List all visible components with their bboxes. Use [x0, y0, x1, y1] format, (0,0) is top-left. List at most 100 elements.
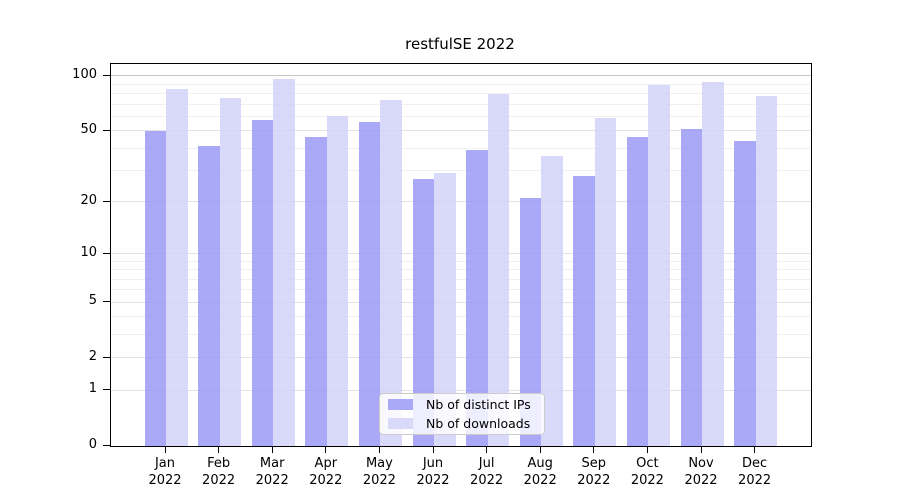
x-tick-label-apr: Apr 2022 [286, 455, 366, 489]
bar-ips-aug [519, 198, 542, 446]
y-tick-mark [103, 74, 110, 76]
major-gridline [111, 301, 811, 303]
bar-downloads-mar [273, 79, 295, 446]
y-tick-mark [103, 301, 110, 303]
y-tick-label: 1 [88, 381, 97, 397]
x-tick-label-nov: Nov 2022 [661, 455, 741, 489]
y-tick-label: 2 [88, 348, 97, 364]
x-tick-label-aug: Aug 2022 [500, 455, 580, 489]
x-tick-mark [378, 447, 380, 453]
x-tick-mark [486, 447, 488, 453]
x-tick-label-oct: Oct 2022 [607, 455, 687, 489]
y-tick-mark [103, 252, 110, 254]
y-tick-mark [103, 445, 110, 446]
x-tick-month: Nov [688, 456, 714, 471]
bar-ips-may [358, 121, 381, 446]
y-tick-label: 10 [80, 244, 97, 260]
x-tick-label-may: May 2022 [339, 455, 419, 489]
bar-ips-mar [251, 120, 274, 446]
legend: Nb of distinct IPs Nb of downloads [379, 393, 545, 435]
x-tick-month: Mar [259, 456, 285, 471]
y-tick-label: 100 [72, 66, 97, 82]
major-gridline [111, 389, 811, 391]
minor-gridline [111, 269, 811, 271]
y-tick-label: 0 [88, 437, 97, 452]
x-tick-year: 2022 [684, 473, 718, 488]
x-tick-mark [646, 447, 648, 453]
x-tick-label-dec: Dec 2022 [715, 455, 795, 489]
bar-ips-sep [573, 175, 595, 446]
minor-gridline [111, 103, 811, 105]
y-tick-label: 20 [80, 192, 97, 208]
x-tick-label-mar: Mar 2022 [232, 455, 312, 489]
minor-gridline [111, 260, 811, 262]
bar-downloads-feb [219, 97, 242, 446]
x-tick-year: 2022 [148, 473, 182, 488]
x-tick-month: Jun [422, 456, 444, 471]
plot-area [110, 63, 812, 447]
minor-gridline [111, 83, 811, 85]
x-tick-mark [432, 447, 434, 453]
minor-gridline [111, 170, 811, 172]
x-tick-mark [593, 447, 595, 453]
major-gridline [111, 75, 811, 77]
bar-downloads-dec [755, 95, 778, 446]
x-tick-month: May [365, 456, 393, 471]
y-tick-mark [103, 389, 110, 391]
minor-gridline [111, 278, 811, 280]
minor-gridline [111, 147, 811, 149]
y-tick-label: 50 [80, 121, 97, 137]
x-tick-mark [218, 447, 220, 453]
x-tick-month: Sep [581, 456, 607, 471]
x-tick-year: 2022 [738, 473, 772, 488]
legend-swatch-downloads [388, 418, 413, 429]
y-tick-mark [103, 129, 110, 131]
x-tick-year: 2022 [630, 473, 664, 488]
bar-downloads-apr [326, 116, 349, 446]
x-tick-mark [271, 447, 273, 453]
bar-downloads-aug [541, 156, 563, 446]
x-tick-month: Jan [154, 456, 176, 471]
x-tick-year: 2022 [309, 473, 343, 488]
x-tick-label-sep: Sep 2022 [554, 455, 634, 489]
chart-title: restfulSE 2022 [405, 35, 515, 53]
y-tick-mark [103, 356, 110, 358]
bar-ips-apr [305, 137, 327, 446]
legend-item-downloads: Nb of downloads [388, 416, 536, 431]
x-tick-month: Apr [314, 456, 338, 471]
x-tick-year: 2022 [255, 473, 289, 488]
x-tick-mark [754, 447, 756, 453]
x-tick-year: 2022 [470, 473, 504, 488]
major-gridline [111, 201, 811, 203]
bar-downloads-oct [648, 85, 670, 446]
minor-gridline [111, 92, 811, 94]
x-tick-mark [539, 447, 541, 453]
x-tick-month: Aug [527, 456, 553, 471]
bar-downloads-may [380, 99, 402, 446]
legend-swatch-distinct-ips [388, 399, 413, 410]
y-tick-mark [103, 200, 110, 202]
bar-ips-feb [198, 146, 220, 446]
x-tick-label-jul: Jul 2022 [447, 455, 527, 489]
bar-ips-jun [412, 178, 434, 446]
bar-ips-jan [144, 130, 166, 446]
x-tick-year: 2022 [577, 473, 611, 488]
x-tick-mark [700, 447, 702, 453]
x-tick-month: Dec [742, 456, 768, 471]
minor-gridline [111, 115, 811, 117]
x-tick-year: 2022 [416, 473, 450, 488]
x-tick-label-jun: Jun 2022 [393, 455, 473, 489]
legend-label-downloads: Nb of downloads [426, 416, 531, 431]
x-tick-month: Oct [636, 456, 659, 471]
x-tick-label-jan: Jan 2022 [125, 455, 205, 489]
x-tick-month: Feb [207, 456, 231, 471]
minor-gridline [111, 316, 811, 318]
x-tick-month: Jul [478, 456, 495, 471]
x-tick-mark [164, 447, 166, 453]
major-gridline [111, 253, 811, 255]
bar-ips-oct [626, 137, 649, 446]
bar-downloads-nov [702, 81, 724, 446]
bar-downloads-jul [487, 93, 510, 446]
bar-downloads-sep [594, 117, 617, 446]
